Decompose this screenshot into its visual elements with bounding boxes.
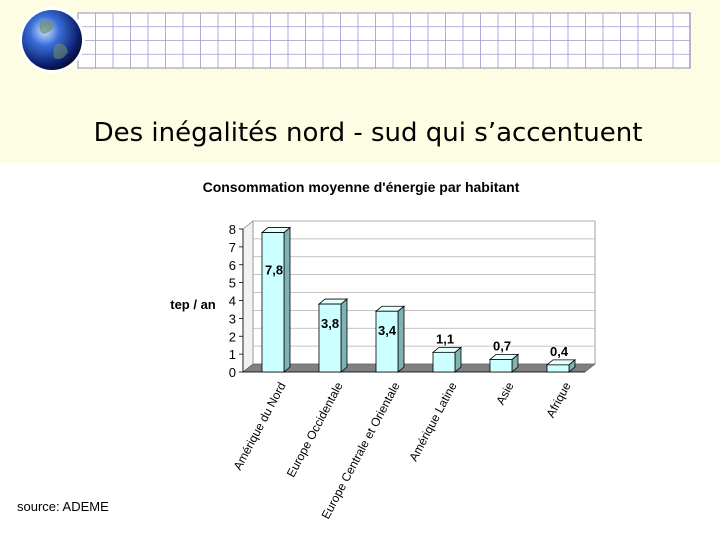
bar: [545, 358, 577, 373]
bar: [431, 346, 463, 373]
data-label: 1,1: [436, 331, 454, 346]
y-tick-label: 7: [229, 240, 236, 255]
x-category-label: Amérique du Nord: [231, 380, 289, 473]
bar-chart: Consommation moyenne d'énergie par habit…: [170, 179, 596, 521]
data-label: 7,8: [265, 263, 283, 278]
x-category-label: Europe Occidentale: [284, 380, 346, 480]
slide-title: Des inégalités nord - sud qui s’accentue…: [93, 118, 643, 148]
x-category-label: Amérique Latine: [406, 380, 460, 464]
header-banner: [19, 7, 691, 73]
x-category-label: Afrique: [543, 380, 573, 420]
chart-panel: Consommation moyenne d'énergie par habit…: [0, 163, 720, 540]
y-tick-label: 2: [229, 329, 236, 344]
bar: [488, 353, 520, 373]
y-tick-label: 6: [229, 258, 236, 273]
chart-floor: [242, 363, 596, 373]
x-category-label: Asie: [493, 380, 516, 407]
globe-icon: [19, 7, 85, 73]
bar: [317, 298, 349, 373]
bar: [260, 226, 292, 373]
y-tick-label: 4: [229, 294, 236, 309]
y-tick-label: 3: [229, 311, 236, 326]
data-label: 0,7: [493, 338, 511, 353]
y-tick-label: 0: [229, 365, 236, 380]
y-axis-label: tep / an: [170, 297, 216, 312]
y-tick-label: 1: [229, 347, 236, 362]
data-label: 3,8: [321, 316, 339, 331]
y-tick-label: 8: [229, 222, 236, 237]
chart-title: Consommation moyenne d'énergie par habit…: [203, 179, 520, 195]
y-tick-label: 5: [229, 276, 236, 291]
bar: [374, 305, 406, 373]
data-label: 0,4: [550, 344, 569, 359]
data-label: 3,4: [378, 323, 397, 338]
source-note: source: ADEME: [17, 499, 109, 514]
